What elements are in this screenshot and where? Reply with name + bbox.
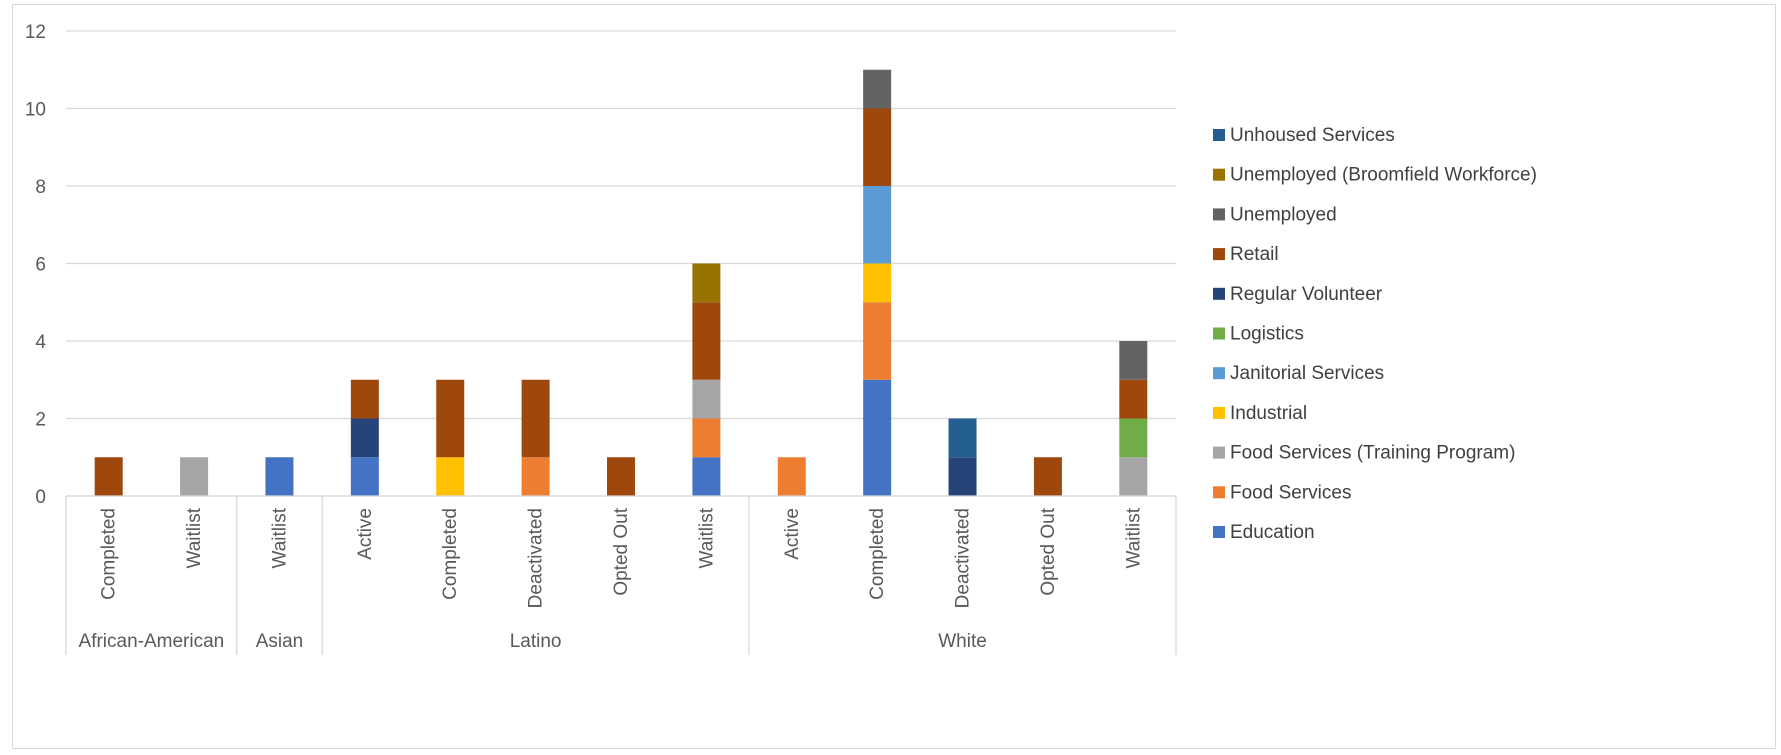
bar-segment-retail [94, 457, 123, 496]
bar-segment-food-services-training-program [1119, 457, 1148, 496]
legend-swatch [1213, 526, 1225, 538]
legend-item-logistics: Logistics [1213, 324, 1304, 345]
bar-segment-retail [350, 379, 379, 419]
legend-item-education: Education [1213, 522, 1315, 543]
bar-segment-education [265, 457, 294, 496]
legend-label: Logistics [1230, 324, 1304, 345]
x-category-label: Active [782, 508, 803, 560]
legend-item-regular-volunteer: Regular Volunteer [1213, 284, 1383, 305]
bar-segment-logistics [1119, 418, 1148, 458]
legend-swatch [1213, 327, 1225, 340]
bars [94, 69, 1148, 496]
legend-label: Unemployed (Broomfield Workforce) [1230, 165, 1537, 186]
y-tick-label: 4 [35, 332, 46, 353]
x-category-label: Deactivated [953, 508, 974, 608]
bar-segment-retail [436, 379, 465, 458]
bar-segment-retail [521, 379, 550, 458]
legend-item-unemployed: Unemployed [1213, 204, 1337, 225]
bar-segment-retail [1033, 457, 1062, 496]
legend-label: Unemployed [1230, 204, 1337, 225]
legend-swatch [1213, 208, 1225, 221]
bar-segment-unemployed-broomfield-workforce [692, 263, 721, 303]
legend-swatch [1213, 446, 1225, 459]
y-tick-label: 0 [35, 487, 46, 508]
legend-swatch [1213, 406, 1225, 419]
legend-item-retail: Retail [1213, 244, 1279, 265]
bar-segment-regular-volunteer [948, 457, 977, 496]
y-tick-label: 8 [35, 177, 46, 198]
legend-label: Food Services (Training Program) [1230, 443, 1515, 464]
gridlines [66, 30, 1176, 497]
bar-segment-retail [607, 457, 635, 496]
bar-segment-industrial [863, 263, 892, 303]
legend-label: Unhoused Services [1230, 125, 1395, 146]
chart-frame: 0 2 4 6 8 10 12 Completed Waitlist Waitlist Activ… [12, 4, 1776, 749]
legend-label: Retail [1230, 244, 1279, 265]
x-category-label: Active [355, 508, 376, 560]
bar-segment-retail [863, 108, 892, 186]
bar-segment-janitorial-services [863, 186, 892, 264]
x-axis: Completed Waitlist Waitlist Active Completed… [65, 495, 1177, 655]
stacked-bar-chart: 0 2 4 6 8 10 12 Completed Waitlist Waitlist Activ… [25, 22, 1537, 655]
legend-item-food-services-training-program: Food Services (Training Program) [1213, 443, 1515, 464]
legend-label: Food Services [1230, 482, 1351, 503]
bar-segment-education [350, 457, 379, 496]
legend-swatch [1213, 367, 1225, 380]
legend-item-unemployed-broomfield-workforce: Unemployed (Broomfield Workforce) [1213, 165, 1537, 186]
bar-segment-unemployed [863, 69, 892, 109]
x-group-label: Asian [256, 631, 304, 652]
x-category-label: Completed [867, 508, 888, 600]
legend-label: Janitorial Services [1230, 363, 1384, 384]
y-tick-label: 2 [35, 410, 46, 431]
bar-segment-food-services-training-program [692, 379, 721, 419]
legend-label: Regular Volunteer [1230, 284, 1383, 305]
bar-segment-unhoused-services [948, 418, 977, 458]
legend-item-food-services: Food Services [1213, 482, 1351, 503]
legend: Unhoused Services Unemployed (Broomfield … [1213, 125, 1537, 543]
y-tick-label: 6 [35, 255, 46, 276]
legend-item-industrial: Industrial [1213, 403, 1307, 424]
legend-swatch [1213, 248, 1225, 261]
x-category-label: Opted Out [611, 507, 632, 595]
legend-swatch [1213, 129, 1225, 141]
bar-segment-food-services [692, 418, 721, 458]
legend-label: Education [1230, 522, 1315, 543]
x-category-label: Waitlist [1123, 507, 1144, 568]
x-category-label: Completed [99, 508, 120, 600]
y-tick-label: 10 [25, 100, 46, 121]
y-axis-ticks: 0 2 4 6 8 10 12 [25, 22, 47, 508]
x-category-label: Waitlist [269, 507, 290, 568]
bar-segment-education [863, 379, 892, 496]
x-category-label: Waitlist [184, 507, 205, 568]
x-category-label: Opted Out [1038, 507, 1059, 595]
legend-swatch [1213, 486, 1225, 499]
bar-segment-food-services [521, 457, 550, 496]
legend-label: Industrial [1230, 403, 1307, 424]
bar-segment-retail [692, 302, 721, 380]
x-group-label: White [938, 631, 987, 652]
bar-segment-food-services-training-program [180, 457, 209, 496]
bar-segment-food-services [863, 302, 892, 380]
legend-item-unhoused-services: Unhoused Services [1213, 125, 1395, 146]
legend-swatch [1213, 168, 1225, 181]
bar-segment-education [692, 457, 721, 496]
y-tick-label: 12 [25, 22, 46, 43]
x-group-label: African-American [79, 631, 225, 652]
bar-segment-industrial [436, 457, 465, 496]
legend-swatch [1213, 287, 1225, 300]
legend-item-janitorial-services: Janitorial Services [1213, 363, 1384, 384]
x-category-label: Deactivated [526, 508, 547, 608]
bar-segment-retail [1119, 379, 1148, 419]
bar-segment-food-services [777, 457, 806, 496]
x-category-label: Completed [440, 508, 461, 600]
x-category-label: Waitlist [696, 507, 717, 568]
bar-segment-unemployed [1119, 341, 1148, 380]
bar-segment-regular-volunteer [350, 418, 379, 458]
x-group-label: Latino [510, 631, 562, 652]
